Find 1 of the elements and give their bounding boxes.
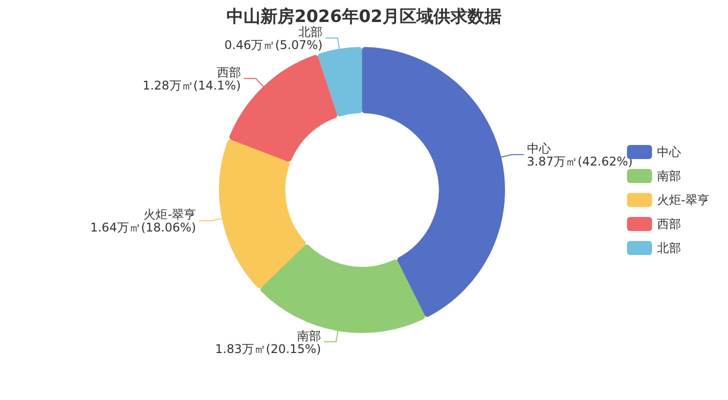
title: 中山新房2026年02月区域供求数据 [226, 7, 502, 27]
